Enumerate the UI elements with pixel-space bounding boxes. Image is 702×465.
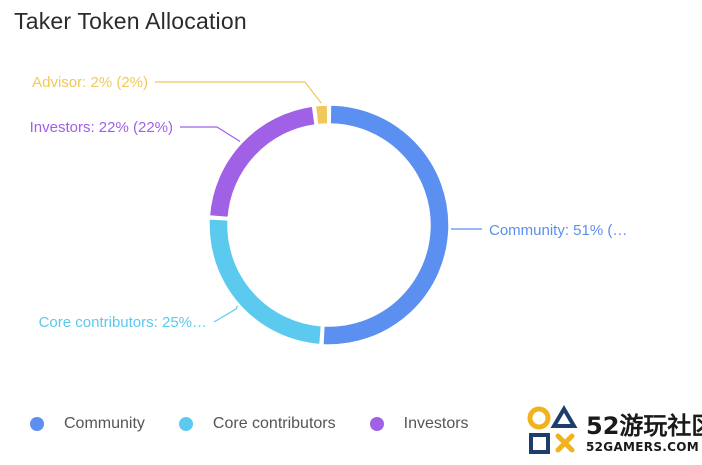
slice-label-community: Community: 51% (… <box>489 222 627 239</box>
donut-chart: Community: 51% (… Core contributors: 25%…… <box>30 74 627 346</box>
chart-legend: Community Core contributors Investors <box>30 415 503 433</box>
legend-dot-core-contributors <box>178 417 193 431</box>
legend-dot-investors <box>369 417 384 431</box>
legend-label-investors: Investors <box>403 415 469 432</box>
watermark-title: 52游玩社区 <box>586 412 702 440</box>
slice-core-contributors[interactable] <box>208 218 323 346</box>
legend-item-investors[interactable]: Investors <box>369 415 469 433</box>
slice-investors[interactable] <box>208 105 316 219</box>
leader-line-investors <box>180 126 241 142</box>
slice-label-core-contributors: Core contributors: 25%… <box>39 314 207 331</box>
legend-label-core-contributors: Core contributors <box>212 415 336 432</box>
watermark-logo: 52游玩社区 52GAMERS.COM <box>524 404 702 460</box>
gamepad-symbols-icon <box>527 405 578 454</box>
slice-label-investors: Investors: 22% (22%) <box>30 119 173 136</box>
slice-advisor[interactable] <box>314 104 329 126</box>
leader-line-core-contributors <box>213 305 239 323</box>
watermark-url: 52GAMERS.COM <box>586 440 699 454</box>
legend-dot-community <box>30 417 44 431</box>
legend-item-community[interactable]: Community <box>30 415 145 433</box>
slice-label-advisor: Advisor: 2% (2%) <box>32 74 148 91</box>
legend-item-core-contributors[interactable]: Core contributors <box>178 415 336 433</box>
slice-community[interactable] <box>322 104 450 346</box>
legend-label-community: Community <box>64 415 145 432</box>
leader-line-advisor <box>155 81 322 104</box>
chart-title: Taker Token Allocation <box>14 8 247 34</box>
